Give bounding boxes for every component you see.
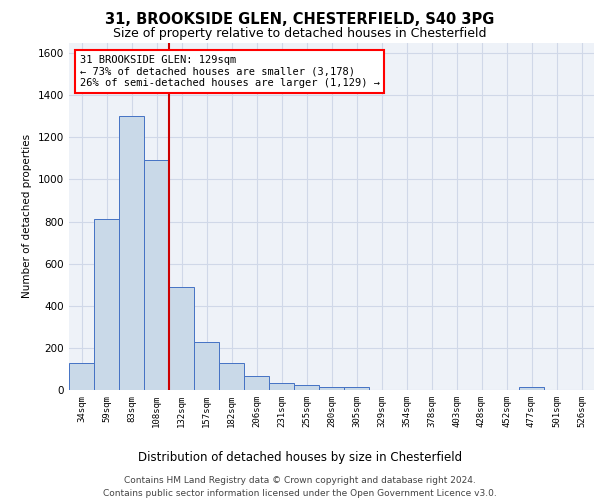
Bar bbox=[244, 376, 269, 390]
Bar bbox=[169, 287, 194, 390]
Text: 31 BROOKSIDE GLEN: 129sqm
← 73% of detached houses are smaller (3,178)
26% of se: 31 BROOKSIDE GLEN: 129sqm ← 73% of detac… bbox=[79, 54, 380, 88]
Bar bbox=[194, 342, 219, 390]
Bar bbox=[144, 160, 169, 390]
Y-axis label: Number of detached properties: Number of detached properties bbox=[22, 134, 32, 298]
Text: 31, BROOKSIDE GLEN, CHESTERFIELD, S40 3PG: 31, BROOKSIDE GLEN, CHESTERFIELD, S40 3P… bbox=[106, 12, 494, 28]
Bar bbox=[519, 388, 544, 390]
Bar bbox=[69, 362, 94, 390]
Text: Size of property relative to detached houses in Chesterfield: Size of property relative to detached ho… bbox=[113, 28, 487, 40]
Bar bbox=[269, 382, 294, 390]
Text: Distribution of detached houses by size in Chesterfield: Distribution of detached houses by size … bbox=[138, 451, 462, 464]
Bar bbox=[94, 220, 119, 390]
Bar bbox=[319, 388, 344, 390]
Bar bbox=[294, 384, 319, 390]
Bar bbox=[119, 116, 144, 390]
Bar bbox=[219, 362, 244, 390]
Bar bbox=[344, 388, 369, 390]
Text: Contains HM Land Registry data © Crown copyright and database right 2024.
Contai: Contains HM Land Registry data © Crown c… bbox=[103, 476, 497, 498]
